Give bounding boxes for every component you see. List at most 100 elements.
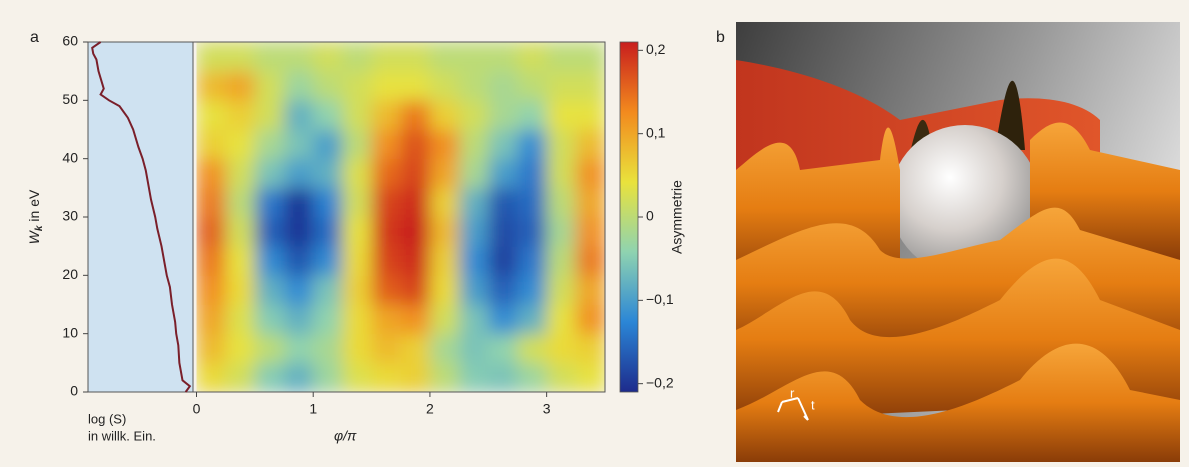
heat-cell bbox=[517, 42, 547, 72]
heat-cell bbox=[342, 275, 372, 305]
heat-cell bbox=[197, 188, 227, 218]
y-axis-label: Wkin eV bbox=[26, 189, 45, 244]
heat-cell bbox=[517, 305, 547, 335]
heat-cell bbox=[401, 217, 431, 247]
heat-cell bbox=[401, 159, 431, 189]
heat-cell bbox=[313, 42, 343, 72]
heat-cell bbox=[255, 71, 285, 101]
heat-cell bbox=[226, 334, 256, 364]
heat-cell bbox=[459, 130, 489, 160]
heat-cell bbox=[517, 246, 547, 276]
heat-cell bbox=[517, 159, 547, 189]
heat-cell bbox=[401, 42, 431, 72]
heat-cell bbox=[517, 275, 547, 305]
heat-cell bbox=[255, 130, 285, 160]
heat-cell bbox=[372, 71, 402, 101]
x-tick-label: 3 bbox=[543, 401, 551, 417]
heat-cell bbox=[547, 334, 577, 364]
heat-cell bbox=[459, 42, 489, 72]
heat-cell bbox=[517, 363, 547, 393]
heat-cell bbox=[313, 246, 343, 276]
heat-cell bbox=[197, 217, 227, 247]
heat-cell bbox=[284, 42, 314, 72]
heat-cell bbox=[517, 100, 547, 130]
axis-glyph: r bbox=[790, 385, 795, 400]
heat-cell bbox=[342, 363, 372, 393]
heat-cell bbox=[547, 305, 577, 335]
heat-cell bbox=[401, 71, 431, 101]
heat-cell bbox=[255, 305, 285, 335]
heat-cell bbox=[401, 334, 431, 364]
heat-cell bbox=[342, 159, 372, 189]
heat-cell bbox=[313, 305, 343, 335]
heat-cell bbox=[430, 159, 460, 189]
heat-cell bbox=[576, 100, 606, 130]
heat-cell bbox=[547, 100, 577, 130]
colorbar-tick-label: −0,1 bbox=[646, 291, 674, 307]
colorbar-tick-label: 0,2 bbox=[646, 41, 666, 57]
heat-cell bbox=[488, 71, 518, 101]
heat-cell bbox=[226, 363, 256, 393]
heat-cell bbox=[488, 188, 518, 218]
heat-cell bbox=[430, 363, 460, 393]
heat-cell bbox=[372, 42, 402, 72]
heat-cell bbox=[430, 188, 460, 218]
heat-cell bbox=[401, 100, 431, 130]
heat-cell bbox=[401, 188, 431, 218]
heat-cell bbox=[197, 334, 227, 364]
heat-cell bbox=[488, 130, 518, 160]
heat-cell bbox=[226, 100, 256, 130]
heat-cell bbox=[401, 246, 431, 276]
heat-cell bbox=[459, 305, 489, 335]
heat-cell bbox=[226, 71, 256, 101]
heat-cell bbox=[313, 159, 343, 189]
heat-cell bbox=[197, 130, 227, 160]
heat-cell bbox=[517, 71, 547, 101]
illustration: r t bbox=[736, 22, 1180, 462]
y-tick-label: 30 bbox=[62, 208, 78, 224]
heat-cell bbox=[576, 305, 606, 335]
heat-cell bbox=[459, 334, 489, 364]
heat-cell bbox=[255, 217, 285, 247]
heat-cell bbox=[255, 42, 285, 72]
heat-cell bbox=[284, 334, 314, 364]
heat-cell bbox=[284, 305, 314, 335]
heat-cell bbox=[430, 305, 460, 335]
heat-cell bbox=[430, 217, 460, 247]
heat-cell bbox=[488, 42, 518, 72]
heat-cell bbox=[284, 130, 314, 160]
y-tick-label: 40 bbox=[62, 149, 78, 165]
heat-cell bbox=[226, 42, 256, 72]
heat-cell bbox=[372, 246, 402, 276]
heat-cell bbox=[342, 100, 372, 130]
heat-cell bbox=[459, 246, 489, 276]
heat-cell bbox=[255, 159, 285, 189]
heat-cell bbox=[459, 275, 489, 305]
heat-cell bbox=[372, 217, 402, 247]
heat-cell bbox=[547, 363, 577, 393]
axis-glyph: t bbox=[811, 397, 815, 412]
heat-cell bbox=[430, 275, 460, 305]
heat-cell bbox=[547, 246, 577, 276]
heat-cell bbox=[226, 159, 256, 189]
x-axis-label: log (S) bbox=[88, 411, 126, 426]
heat-cell bbox=[226, 246, 256, 276]
heat-cell bbox=[313, 275, 343, 305]
colorbar-tick-label: 0 bbox=[646, 208, 654, 224]
heat-cell bbox=[313, 130, 343, 160]
heat-cell bbox=[547, 188, 577, 218]
heat-cell bbox=[488, 159, 518, 189]
heat-cell bbox=[284, 100, 314, 130]
heat-cell bbox=[488, 305, 518, 335]
heat-cell bbox=[459, 159, 489, 189]
y-tick-label: 50 bbox=[62, 91, 78, 107]
heat-cell bbox=[576, 363, 606, 393]
heat-cell bbox=[576, 334, 606, 364]
heat-cell bbox=[576, 246, 606, 276]
colorbar-tick-label: 0,1 bbox=[646, 124, 666, 140]
heat-cell bbox=[226, 275, 256, 305]
heat-cell bbox=[342, 217, 372, 247]
heat-cell bbox=[576, 130, 606, 160]
x-tick-label: 1 bbox=[309, 401, 317, 417]
heat-cell bbox=[255, 246, 285, 276]
